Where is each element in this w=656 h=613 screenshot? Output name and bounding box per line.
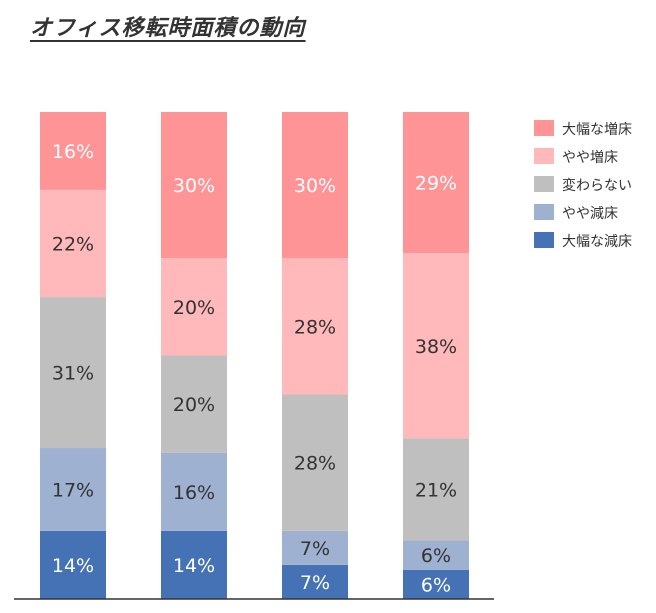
bar-data-label: 31% [52, 363, 94, 385]
bar-segment [161, 355, 227, 453]
bar-data-label: 28% [294, 453, 336, 475]
chart-title: オフィス移転時面積の動向 [30, 16, 306, 41]
bar-segment [403, 569, 469, 599]
bar-segment [161, 112, 227, 259]
bar-data-label: 28% [294, 316, 336, 338]
bar-segment [40, 448, 106, 531]
legend-label: 大幅な減床 [562, 233, 632, 250]
bar-segment [403, 112, 469, 254]
legend-swatch [534, 232, 554, 248]
bar-segment [40, 189, 106, 298]
bar-data-label: 17% [52, 479, 94, 501]
legend-label: やや減床 [562, 205, 618, 222]
bar-segment [282, 394, 348, 531]
legend-label: 大幅な増床 [562, 122, 632, 138]
bar-data-label: 22% [52, 233, 94, 255]
bar-data-label: 7% [300, 538, 330, 560]
bar-segment [282, 112, 348, 259]
bar-segment [40, 530, 106, 599]
bar-data-label: 30% [173, 175, 215, 197]
bar-data-label: 14% [52, 555, 94, 577]
bar-data-label: 21% [415, 479, 457, 501]
bar-data-label: 14% [173, 555, 215, 577]
legend-swatch [534, 120, 554, 136]
bar-segment [161, 530, 227, 599]
bar-segment [40, 112, 106, 190]
bar-data-label: 6% [421, 545, 451, 567]
bar-segment [282, 564, 348, 599]
bar-data-label: 16% [52, 141, 94, 163]
bar-data-label: 38% [415, 336, 457, 358]
bar-data-label: 16% [173, 482, 215, 504]
bar-segment [282, 530, 348, 565]
legend-swatch [534, 176, 554, 192]
bar-data-label: 20% [173, 297, 215, 319]
bar-segment [403, 253, 469, 439]
bar-segment [403, 540, 469, 570]
legend-swatch [534, 148, 554, 164]
bars-group: 14% 17% 31% 22% 16% 14% 16% 20% 20% 30% 7% 7% 28% 28%… [40, 112, 469, 599]
legend-swatch [534, 204, 554, 220]
bar-data-label: 7% [300, 572, 330, 594]
bar-segment [403, 438, 469, 541]
bar-segment [161, 258, 227, 356]
bar-segment [40, 297, 106, 449]
bar-data-label: 30% [294, 175, 336, 197]
bar-data-label: 29% [415, 173, 457, 195]
bar-segment [282, 258, 348, 395]
legend-label: 変わらない [562, 177, 632, 194]
legend-label: やや増床 [562, 150, 618, 166]
bar-data-label: 6% [421, 574, 451, 596]
bar-segment [161, 452, 227, 531]
bar-data-label: 20% [173, 394, 215, 416]
